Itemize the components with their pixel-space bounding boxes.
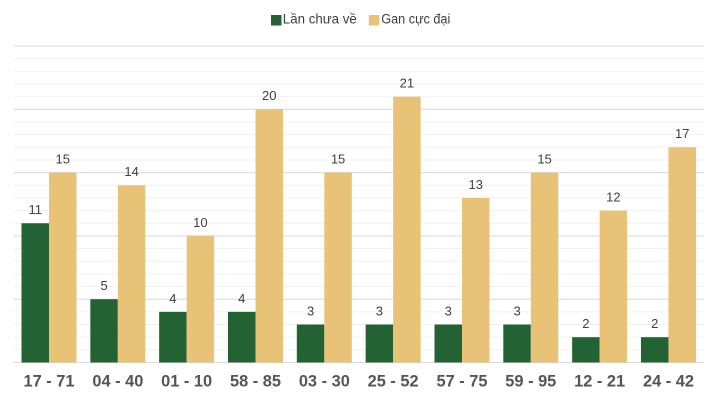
svg-text:3: 3 <box>513 303 520 318</box>
svg-text:3: 3 <box>445 303 452 318</box>
svg-text:59 - 95: 59 - 95 <box>505 373 556 391</box>
svg-text:25 - 52: 25 - 52 <box>368 373 419 391</box>
svg-text:14: 14 <box>124 164 138 179</box>
svg-text:20: 20 <box>262 88 276 103</box>
svg-text:01 - 10: 01 - 10 <box>161 373 212 391</box>
svg-text:24 - 42: 24 - 42 <box>643 373 694 391</box>
svg-text:21: 21 <box>400 76 414 91</box>
svg-text:04 - 40: 04 - 40 <box>92 373 143 391</box>
svg-text:17 - 71: 17 - 71 <box>24 373 75 391</box>
svg-text:17: 17 <box>675 126 689 141</box>
svg-text:15: 15 <box>537 152 551 167</box>
svg-text:58 - 85: 58 - 85 <box>230 373 281 391</box>
svg-text:2: 2 <box>651 316 658 331</box>
svg-text:10: 10 <box>193 215 207 230</box>
svg-text:Lần chưa về: Lần chưa về <box>283 12 357 27</box>
svg-text:15: 15 <box>331 152 345 167</box>
svg-text:57 - 75: 57 - 75 <box>436 373 487 391</box>
svg-text:03 - 30: 03 - 30 <box>299 373 350 391</box>
svg-text:12: 12 <box>606 189 620 204</box>
svg-text:3: 3 <box>376 303 383 318</box>
svg-text:13: 13 <box>468 177 482 192</box>
svg-text:3: 3 <box>307 303 314 318</box>
svg-text:2: 2 <box>582 316 589 331</box>
svg-text:Gan cực đại: Gan cực đại <box>381 12 450 27</box>
svg-text:12 - 21: 12 - 21 <box>574 373 625 391</box>
svg-text:4: 4 <box>169 291 176 306</box>
svg-text:5: 5 <box>100 278 107 293</box>
svg-text:15: 15 <box>56 152 70 167</box>
svg-text:4: 4 <box>238 291 245 306</box>
svg-text:11: 11 <box>29 202 43 217</box>
